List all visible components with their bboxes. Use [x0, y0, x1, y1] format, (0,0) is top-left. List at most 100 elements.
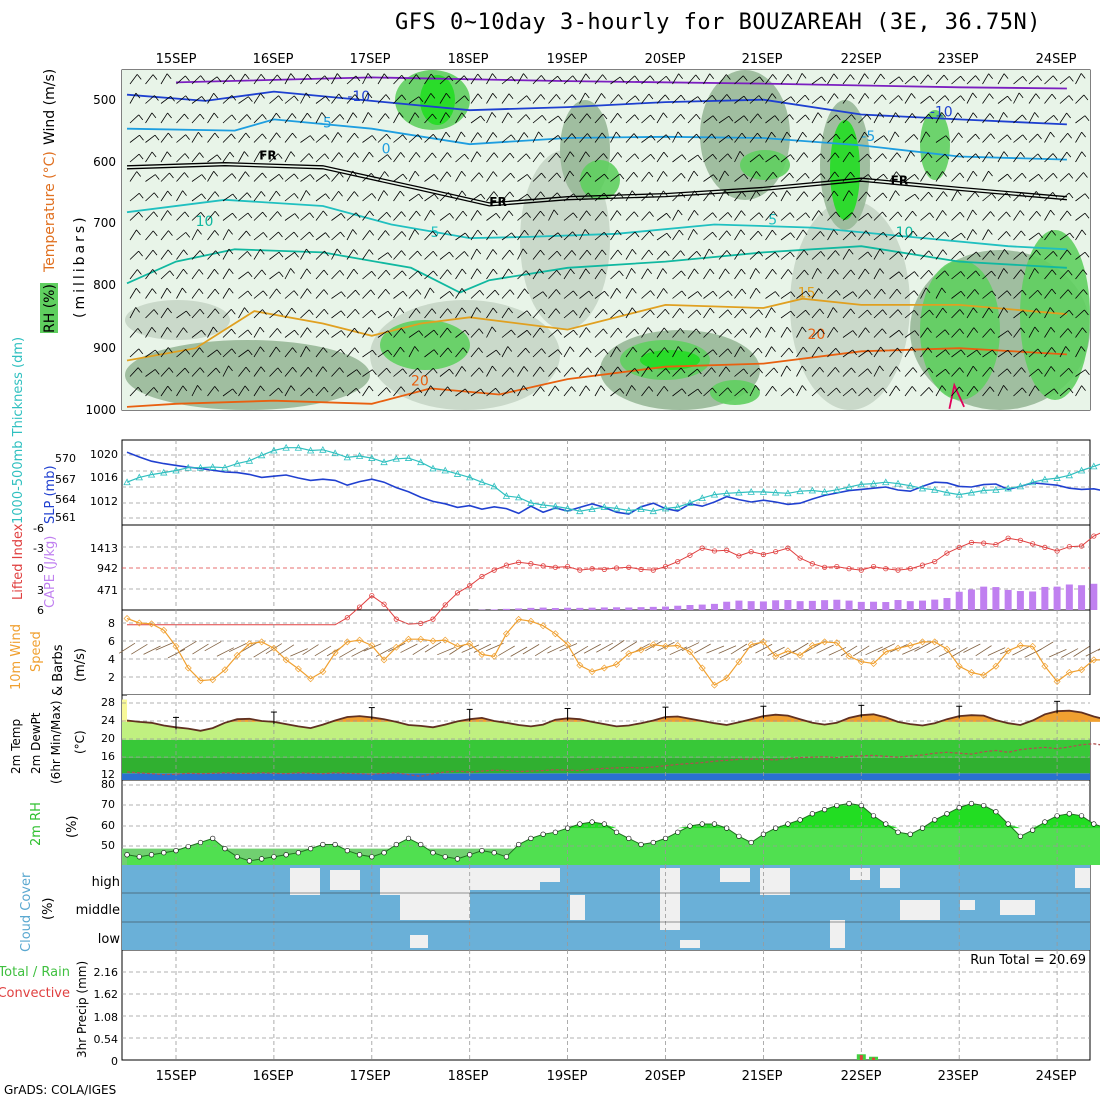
- wind-barb-flag: [260, 93, 265, 99]
- surface-wind-barb: [730, 643, 748, 655]
- wind-barb: [780, 154, 791, 163]
- wind-barb: [1059, 210, 1068, 221]
- wind-barb: [486, 132, 494, 143]
- surface-wind-barb: [229, 643, 247, 653]
- wind-barb: [486, 249, 494, 260]
- wind-barb: [501, 249, 510, 260]
- wind-barb: [439, 386, 448, 397]
- wind-barb: [904, 346, 912, 358]
- wind-barb: [563, 329, 574, 338]
- wind-barb-flag: [942, 307, 948, 314]
- wind-barb: [935, 329, 946, 338]
- wind-barb-flag: [1037, 153, 1043, 160]
- wind-barb-flag: [601, 93, 606, 99]
- wind-barb: [331, 291, 342, 299]
- wind-barb-flag: [542, 291, 548, 297]
- wind-barb: [594, 231, 605, 241]
- wind-barb-flag: [354, 327, 359, 334]
- wind-barb-flag: [880, 346, 885, 353]
- wind-barb: [811, 387, 821, 397]
- wind-barb-flag: [928, 113, 933, 120]
- wind-barb: [315, 134, 326, 143]
- thickness-marker: [478, 478, 486, 486]
- wind-barb-flag: [153, 309, 159, 315]
- wind-barb: [749, 309, 759, 319]
- thickness-marker: [992, 485, 1000, 493]
- contour-label: 5: [768, 213, 777, 229]
- rh-ylabel-units: (%): [65, 816, 80, 839]
- wind-barb-flag: [1037, 75, 1042, 81]
- wind-barb: [160, 347, 169, 358]
- wind-barb-flag: [602, 74, 607, 80]
- wind-barb-flag: [539, 229, 544, 236]
- cloud-gap: [330, 870, 360, 890]
- contour-label: 15: [798, 285, 816, 301]
- wind-barb: [780, 114, 790, 124]
- wind-barb-flag: [1084, 212, 1090, 219]
- wind-barb: [579, 307, 587, 319]
- wind-barb-flag: [447, 269, 452, 275]
- thickness-marker: [759, 488, 768, 495]
- thickness-marker: [869, 479, 878, 487]
- wind-barb: [594, 309, 604, 319]
- wind-barb: [579, 385, 587, 397]
- wind-barb-flag: [663, 327, 669, 334]
- wind-barb: [1013, 210, 1021, 221]
- wind-barb-flag: [309, 212, 315, 219]
- credit-text: GrADS: COLA/IGES: [4, 1083, 117, 1097]
- wind-speed-marker: [1004, 647, 1012, 655]
- wind-barb: [284, 132, 293, 143]
- thickness-marker: [857, 480, 865, 488]
- rh-region: [380, 320, 470, 370]
- wind-barb-flag: [540, 249, 545, 256]
- wind-barb: [1013, 349, 1024, 358]
- wind-speed-marker: [759, 638, 767, 646]
- wind-barb: [579, 249, 588, 260]
- wind-barb: [997, 385, 1004, 397]
- wind-barb: [377, 349, 389, 358]
- wind-barb: [331, 348, 341, 358]
- cloud-gap: [660, 868, 680, 930]
- wind-barb: [796, 131, 803, 143]
- wind-barb-flag: [1020, 327, 1026, 334]
- wind-barb-flag: [805, 309, 810, 316]
- wind-barb-flag: [697, 291, 703, 297]
- surface-wind-barb: [877, 643, 895, 653]
- wind-speed-marker: [258, 638, 266, 646]
- wind-barb: [362, 151, 370, 163]
- wind-barb-flag: [789, 387, 795, 394]
- wind-barb: [889, 76, 900, 85]
- wind-barb-flag: [371, 309, 376, 316]
- wind-barb: [796, 229, 804, 241]
- lifted-index-marker: [919, 562, 926, 568]
- wind-barb: [920, 95, 931, 104]
- rh-marker: [1054, 813, 1060, 819]
- wind-barb-flag: [1067, 269, 1073, 276]
- wind-barb-flag: [262, 309, 267, 315]
- wind-barb: [1044, 115, 1054, 124]
- wind-barb-flag: [650, 114, 655, 121]
- wind-barb-flag: [898, 95, 903, 101]
- wind-speed-marker: [209, 676, 217, 684]
- wind-barb: [1075, 73, 1082, 85]
- wind-barb: [346, 327, 355, 338]
- wind-barb: [548, 289, 557, 299]
- wind-barb-flag: [789, 114, 794, 120]
- wind-barb: [703, 328, 713, 338]
- thickness-marker: [380, 458, 388, 466]
- wind-barb-flag: [184, 367, 190, 374]
- wind-barb: [594, 348, 605, 358]
- wind-barb: [439, 327, 448, 338]
- wind-barb: [1044, 288, 1053, 299]
- precip-tick-216: 2.16: [94, 966, 119, 979]
- wind-barb: [672, 114, 682, 124]
- wind-barb: [269, 346, 277, 358]
- wind-barb: [904, 310, 915, 319]
- temp-tick-24: 24: [101, 714, 115, 727]
- wind-barb-flag: [695, 347, 701, 354]
- wind-tick-6: 6: [108, 635, 115, 648]
- wind-barb: [687, 229, 694, 241]
- wind-barb-flag: [603, 192, 609, 199]
- wind-speed-marker: [527, 617, 535, 625]
- wind-barb-flag: [973, 385, 979, 392]
